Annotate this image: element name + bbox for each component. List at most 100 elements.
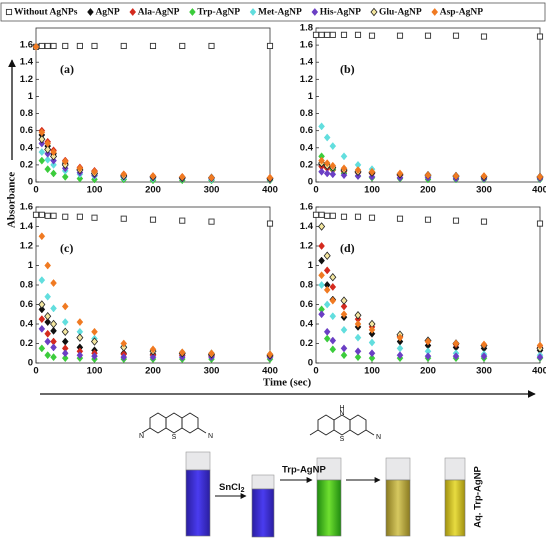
marker <box>44 155 52 164</box>
legend-label: Glu-AgNP <box>379 8 422 18</box>
marker <box>44 42 51 50</box>
panel: 0 0.2 0.4 0.6 0.8 1 1.2 1.4 1.6 0 100 200 300 400 (c) <box>20 202 278 377</box>
marker <box>91 214 98 221</box>
x-tick-label: 400 <box>262 185 278 196</box>
y-tick-label: 1.6 <box>20 202 33 213</box>
marker <box>452 172 460 181</box>
marker <box>318 242 325 250</box>
marker <box>50 212 57 219</box>
marker <box>179 217 186 224</box>
marker <box>329 142 337 151</box>
marker <box>62 42 69 50</box>
x-tick-label: 300 <box>476 185 492 196</box>
x-tick-label: 0 <box>33 185 38 196</box>
plot-frame <box>35 206 271 364</box>
x-tick-label: 200 <box>145 185 161 196</box>
marker <box>323 334 331 343</box>
y-tick-label: 1 <box>28 91 34 102</box>
marker <box>480 33 488 40</box>
marker <box>536 220 544 227</box>
marker <box>5 8 13 16</box>
marker <box>329 170 337 179</box>
marker <box>44 212 51 219</box>
marker <box>50 343 57 352</box>
marker <box>396 215 404 222</box>
marker <box>329 31 336 38</box>
y-tick-label: 1.8 <box>300 23 313 34</box>
x-tick-label: 0 <box>33 366 38 377</box>
marker <box>208 42 215 50</box>
marker <box>480 172 488 181</box>
x-tick-label: 200 <box>145 366 161 377</box>
marker <box>354 172 362 181</box>
marker <box>44 165 52 174</box>
y-tick-label: 1.6 <box>20 40 33 51</box>
marker <box>32 42 40 51</box>
x-axis-label: Time (sec) <box>263 377 312 389</box>
legend-label: Trp-AgNP <box>197 8 240 18</box>
marker <box>340 325 348 334</box>
molecule-mb <box>141 412 207 434</box>
marker <box>452 352 460 361</box>
marker <box>76 213 83 220</box>
marker <box>38 232 46 241</box>
y-tick-label: 0.4 <box>300 142 314 153</box>
marker <box>179 42 186 50</box>
product-label: Aq. Trp-AgNP <box>473 465 484 527</box>
marker <box>120 353 128 362</box>
marker <box>76 318 84 327</box>
x-tick-label: 300 <box>204 366 220 377</box>
legend-label: Met-AgNP <box>258 8 302 18</box>
step-label: Trp-AgNP <box>282 465 326 476</box>
y-tick-label: 0.2 <box>300 338 313 349</box>
marker <box>312 211 320 218</box>
marker <box>318 211 325 218</box>
y-tick-label: 0.4 <box>20 142 34 153</box>
marker <box>50 279 57 288</box>
marker <box>354 353 362 362</box>
marker <box>424 352 432 361</box>
marker <box>340 152 348 161</box>
marker <box>323 327 331 336</box>
marker <box>189 8 196 16</box>
y-tick-label: 0 <box>308 358 313 369</box>
marker <box>249 8 257 16</box>
marker <box>149 42 157 50</box>
marker <box>396 344 404 353</box>
marker <box>340 310 348 319</box>
legend: Without AgNPs AgNP Ala-AgNP Trp-AgNP Met-AgN… <box>5 8 483 18</box>
marker <box>38 300 46 309</box>
x-tick-label: 400 <box>262 366 278 377</box>
y-tick-label: 0 <box>308 177 313 188</box>
marker <box>61 327 69 337</box>
y-tick-label: 0.2 <box>20 159 33 170</box>
marker <box>452 339 460 348</box>
marker <box>329 161 337 170</box>
marker <box>38 148 46 157</box>
marker <box>44 149 52 158</box>
marker <box>91 167 98 176</box>
legend-label: AgNP <box>95 8 119 18</box>
plot-frame <box>35 27 271 183</box>
marker <box>354 31 362 38</box>
atom: N <box>339 410 344 417</box>
marker <box>76 174 84 183</box>
marker <box>354 311 362 320</box>
y-tick-label: 1.4 <box>20 57 34 68</box>
marker <box>38 276 46 285</box>
marker <box>61 349 69 358</box>
y-tick-label: 1 <box>28 260 34 271</box>
y-tick-label: 0.6 <box>20 125 33 136</box>
marker <box>340 344 348 353</box>
legend-label: His-AgNP <box>320 8 361 18</box>
cuvettes <box>185 451 466 538</box>
marker <box>323 300 331 309</box>
marker <box>44 329 52 338</box>
marker <box>38 305 46 314</box>
y-tick-label: 0 <box>28 358 33 369</box>
marker <box>44 145 52 154</box>
x-tick-label: 0 <box>313 185 318 196</box>
y-tick-label: 0.6 <box>300 299 313 310</box>
marker <box>318 167 325 176</box>
marker <box>536 341 544 350</box>
